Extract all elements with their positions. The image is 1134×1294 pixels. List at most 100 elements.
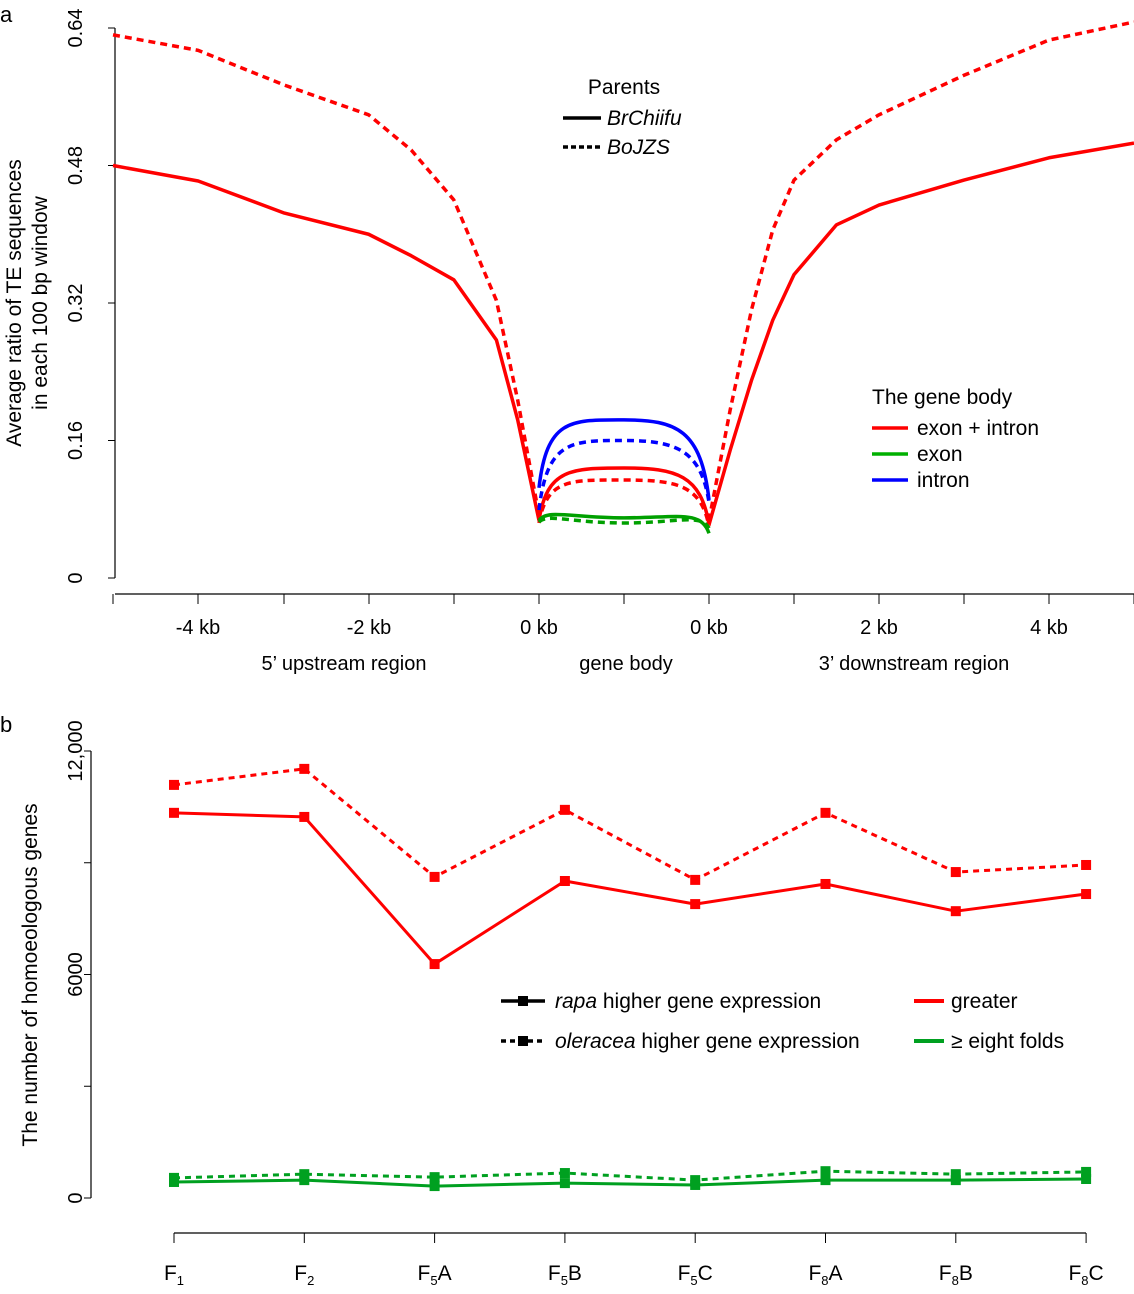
series-line [173, 1169, 1087, 1182]
x-tick-label: -4 kb [176, 617, 220, 639]
x-tick-label-part: 5 [430, 1273, 437, 1288]
series-line [173, 767, 1087, 882]
data-point [559, 1178, 570, 1189]
x-tick-label-part: 8 [1081, 1273, 1088, 1288]
y-tick-label: 0.16 [65, 421, 87, 460]
legend-label: BrChiifu [607, 107, 682, 130]
x-tick-label: F8B [939, 1262, 973, 1288]
data-point [299, 811, 310, 822]
legend-label: intron [917, 469, 970, 492]
y-tick-label: 6000 [65, 952, 87, 997]
data-point [559, 876, 570, 887]
data-point [690, 899, 701, 910]
series-line [173, 1177, 1087, 1188]
y-tick-label: 0.48 [65, 146, 87, 185]
x-tick-label-part: A [829, 1262, 843, 1285]
x-tick-label-part: F [808, 1262, 821, 1285]
series-line-genebody [537, 418, 711, 500]
x-tick-label: F8A [808, 1262, 842, 1288]
data-point [950, 906, 961, 917]
y-tick-label: 0.32 [65, 284, 87, 323]
data-point [1081, 1166, 1092, 1177]
x-tick-label-part: B [959, 1262, 973, 1285]
legend-parents-title: Parents [588, 76, 660, 99]
data-point [820, 807, 831, 818]
x-tick-label: F5A [418, 1262, 452, 1288]
x-tick-label: F1 [164, 1262, 184, 1288]
legend-label: BoJZS [607, 136, 670, 159]
data-point [169, 1172, 179, 1183]
y-tick-label: 0.64 [65, 9, 87, 48]
legend-marker [518, 996, 528, 1006]
series-line-upstream [112, 163, 541, 521]
legend-label-italic: oleracea [555, 1030, 636, 1053]
legend-label: greater [951, 990, 1018, 1013]
data-point [559, 804, 570, 815]
x-tick-label-part: F [164, 1262, 177, 1285]
series-line-genebody [537, 478, 711, 527]
x-tick-label: F5C [678, 1262, 713, 1288]
x-tick-label: 2 kb [860, 617, 898, 639]
region-label: gene body [579, 653, 672, 675]
x-tick-label-part: F [1068, 1262, 1081, 1285]
y-tick-label: 12,000 [65, 720, 87, 781]
y-tick-label: 0 [65, 1192, 87, 1203]
x-tick-label-part: 8 [952, 1273, 959, 1288]
x-tick-label-part: 1 [177, 1273, 184, 1288]
y-axis-label: The number of homoeologous genes [19, 803, 42, 1146]
data-point [429, 1181, 440, 1192]
x-tick-label-part: C [1089, 1262, 1104, 1285]
x-tick-label-part: 2 [307, 1273, 314, 1288]
data-point [429, 959, 440, 970]
legend-body-title: The gene body [872, 386, 1013, 409]
x-tick-label-part: F [678, 1262, 691, 1285]
x-tick-label-part: C [698, 1262, 713, 1285]
x-tick-label: F5B [548, 1262, 582, 1288]
data-point [1081, 1174, 1092, 1185]
data-point [1081, 859, 1092, 870]
x-tick-label-part: 8 [821, 1273, 828, 1288]
data-point [950, 1175, 961, 1186]
x-tick-label-part: 5 [690, 1273, 697, 1288]
panel-a-label: a [0, 2, 13, 27]
x-tick-label: 0 kb [690, 617, 728, 639]
data-point [169, 779, 179, 790]
x-tick-label: F2 [294, 1262, 314, 1288]
x-tick-label: 4 kb [1030, 617, 1068, 639]
series-line [173, 811, 1087, 966]
data-point [299, 763, 310, 774]
y-tick-label: 0 [65, 572, 87, 583]
data-point [820, 878, 831, 889]
legend-label: exon [917, 443, 963, 466]
x-tick-label-part: F [294, 1262, 307, 1285]
data-point [820, 1166, 831, 1177]
legend-label: oleracea higher gene expression [555, 1030, 860, 1053]
x-tick-label: 0 kb [520, 617, 558, 639]
y-axis-label: in each 100 bp window [29, 195, 52, 409]
x-tick-label-part: B [568, 1262, 582, 1285]
data-point [820, 1175, 831, 1186]
legend-label-rest: higher gene expression [597, 990, 821, 1013]
series-line-genebody [537, 438, 711, 511]
series-line-downstream [707, 141, 1134, 526]
data-point [429, 1172, 440, 1183]
x-tick-label-part: 5 [561, 1273, 568, 1288]
data-point [169, 807, 179, 818]
series-line-genebody [537, 466, 711, 525]
legend-label: rapa higher gene expression [555, 990, 821, 1013]
data-point [299, 1169, 310, 1180]
region-label: 5’ upstream region [262, 653, 427, 675]
legend-label: ≥ eight folds [951, 1030, 1064, 1053]
data-point [950, 867, 961, 878]
data-point [950, 1169, 961, 1180]
data-point [429, 871, 440, 882]
panel-a: 0 0.16 0.32 0.48 0.64 Average ratio of TE seq… [3, 9, 1134, 675]
data-point [690, 1175, 701, 1186]
legend-label-italic: rapa [555, 990, 597, 1013]
data-point [559, 1168, 570, 1179]
panel-b-label: b [0, 712, 12, 737]
data-point [690, 874, 701, 885]
x-tick-label-part: A [438, 1262, 452, 1285]
legend-label: exon + intron [917, 417, 1039, 440]
x-tick-label-part: F [418, 1262, 431, 1285]
